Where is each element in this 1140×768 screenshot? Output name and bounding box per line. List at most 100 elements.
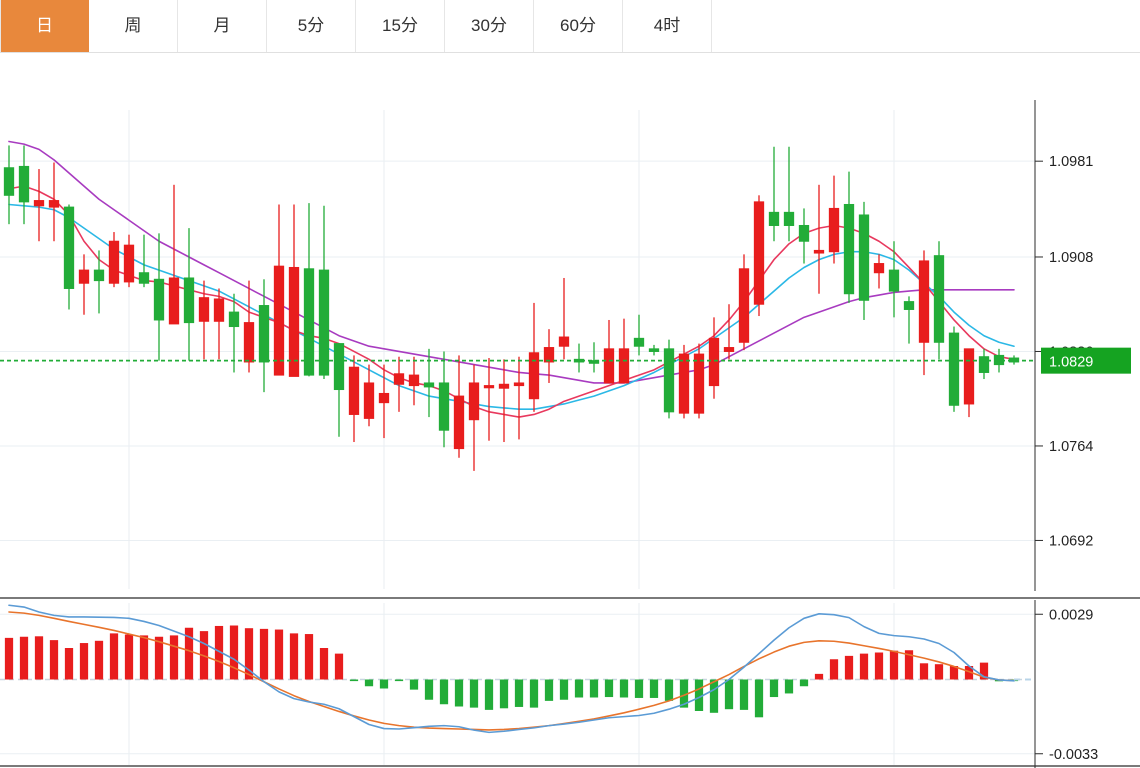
candle-body [498,383,510,389]
macd-bar [364,679,374,687]
macd-bar [409,679,419,690]
macd-bar [739,679,749,710]
macd-bar [79,643,89,680]
candle-body [213,298,225,322]
candle-body [708,337,720,387]
candle-body [198,297,210,322]
macd-bar [169,635,179,680]
candle-body [918,260,930,343]
price-tick-label-4: 1.0692 [1049,533,1093,549]
macd-bar [424,679,434,700]
macd-bar [829,659,839,680]
macd-bar [874,652,884,680]
kline-svg[interactable]: 1.09811.09081.08361.07641.06921.08290.00… [0,53,1140,768]
macd-bar [544,679,554,701]
macd-bar [814,673,824,680]
ma20-line [8,140,1015,384]
candle-body [663,348,675,413]
candle-body [843,203,855,295]
candle-body [633,337,645,347]
candle-body [678,353,690,414]
candle-body [648,348,660,352]
badge-bg [1041,347,1131,374]
candle-body [138,272,150,284]
candle-body [168,277,180,325]
badge-label: 1.0829 [1049,355,1093,371]
candle-body [558,336,570,347]
macd-bar [634,679,644,698]
macd-bar [499,679,509,709]
candle-body [273,265,285,376]
candle-body [588,360,600,364]
candle-body [783,211,795,226]
candle-body [438,382,450,431]
candle-body [603,348,615,384]
tab-7[interactable]: 4时 [623,0,712,52]
macd-bar [529,679,539,708]
macd-tick-label-1: -0.0033 [1049,747,1098,763]
candle-body [873,263,885,274]
macd-bar [319,648,329,680]
tab-0[interactable]: 日 [0,0,89,52]
macd-bar [904,650,914,680]
candle-body [513,382,525,387]
diff-line [8,604,1015,734]
macd-bar [589,679,599,698]
candle-body [93,269,105,282]
candle-body [153,278,165,321]
candle-body [228,311,240,328]
candle-body [963,348,975,405]
candle-body [423,382,435,388]
macd-bar [844,655,854,680]
candle-body [948,332,960,406]
macd-bar [454,679,464,707]
candle-body [363,382,375,419]
macd-bar [694,679,704,711]
macd-bar [139,635,149,680]
macd-bar [289,633,299,680]
macd-bar [439,679,449,705]
candle-body [33,200,45,207]
candle-body [858,214,870,301]
macd-bar [244,628,254,680]
macd-bar [184,627,194,680]
price-tick-label-1: 1.0908 [1049,250,1093,266]
macd-bar [379,679,389,689]
candle-body [408,374,420,387]
chart-canvas-area[interactable]: 1.09811.09081.08361.07641.06921.08290.00… [0,53,1140,768]
macd-bar [124,634,134,680]
tab-2[interactable]: 月 [178,0,267,52]
candle-body [828,207,840,253]
candle-body [528,352,540,400]
macd-bar [394,679,404,682]
price-tick-label-3: 1.0764 [1049,439,1093,455]
candle-body [888,269,900,292]
candle-series [3,145,1020,471]
macd-bar [94,640,104,680]
candle-body [978,356,990,373]
period-tab-bar[interactable]: 日周月 5分 15分 30分 60分 4时 [0,0,1140,53]
macd-bar [109,633,119,680]
macd-bar [724,679,734,710]
candle-body [483,385,495,389]
macd-bar [514,679,524,707]
macd-bar [754,679,764,718]
tab-3[interactable]: 5分 [267,0,356,52]
macd-bar [34,636,44,680]
candle-body [303,268,315,376]
tab-5[interactable]: 30分 [445,0,534,52]
macd-bar [889,650,899,680]
candle-body [78,269,90,284]
macd-bar [334,653,344,680]
tab-6[interactable]: 60分 [534,0,623,52]
macd-bar [949,666,959,680]
macd-bar [49,640,59,680]
tab-1[interactable]: 周 [89,0,178,52]
macd-bar [214,625,224,680]
candle-body [3,167,15,196]
dea-line [8,611,1015,731]
candle-body [258,305,270,363]
macd-bar [64,648,74,680]
tab-4[interactable]: 15分 [356,0,445,52]
candle-body [243,322,255,363]
